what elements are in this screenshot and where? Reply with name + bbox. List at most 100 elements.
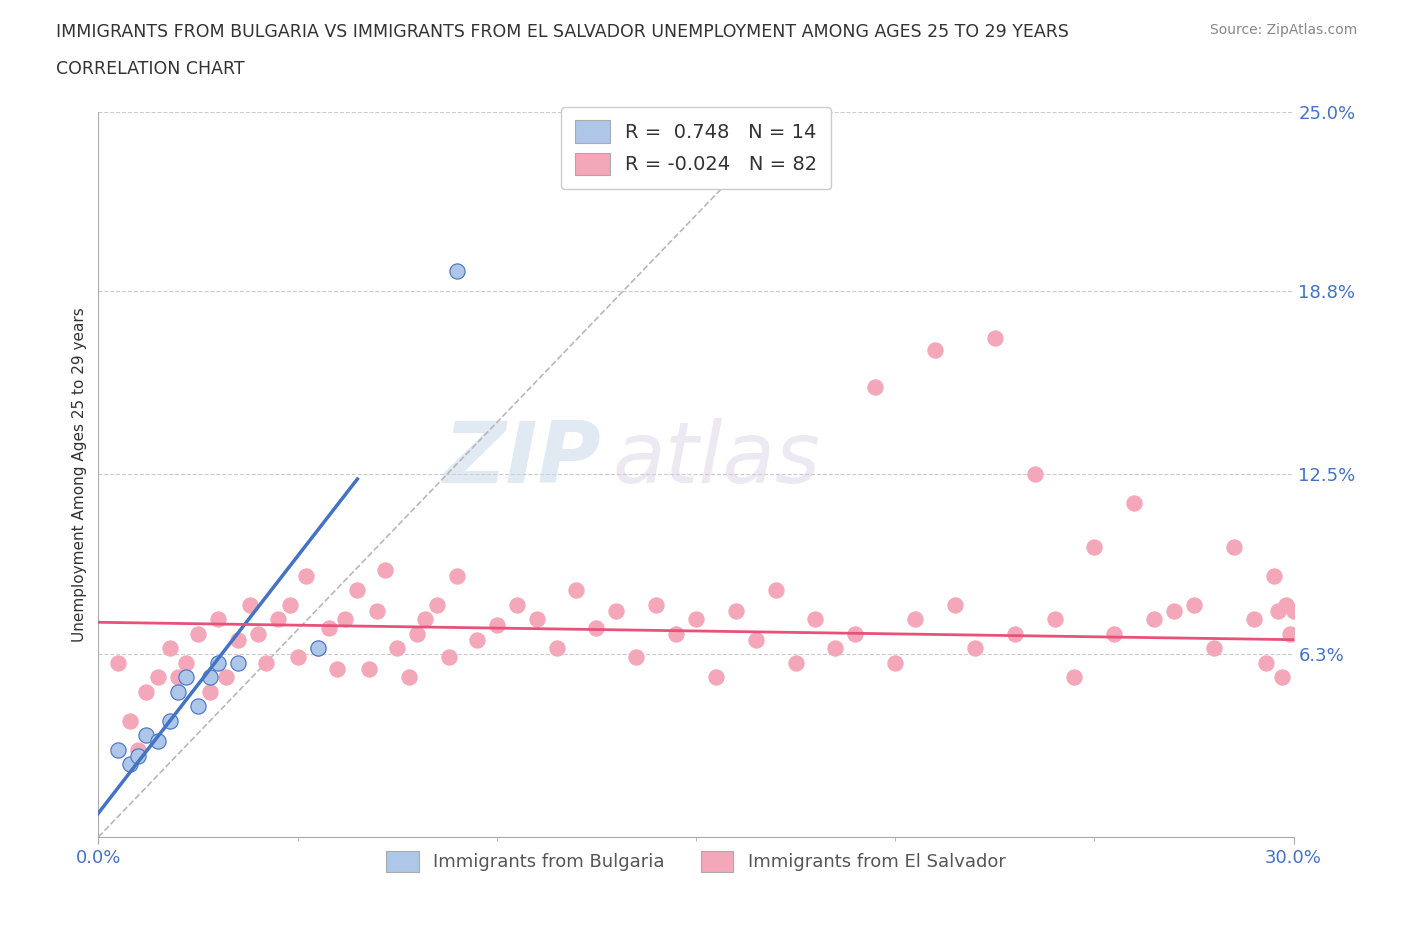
Point <box>1243 612 1265 627</box>
Point <box>398 670 420 684</box>
Point <box>1202 641 1225 656</box>
Point <box>665 627 688 642</box>
Point <box>437 650 460 665</box>
Point <box>724 604 747 618</box>
Point <box>804 612 827 627</box>
Point <box>1263 568 1285 583</box>
Point <box>1254 656 1277 671</box>
Text: IMMIGRANTS FROM BULGARIA VS IMMIGRANTS FROM EL SALVADOR UNEMPLOYMENT AMONG AGES : IMMIGRANTS FROM BULGARIA VS IMMIGRANTS F… <box>56 23 1069 41</box>
Point <box>1043 612 1066 627</box>
Point <box>326 661 349 676</box>
Point <box>865 379 887 394</box>
Point <box>465 632 488 647</box>
Point <box>1104 627 1126 642</box>
Y-axis label: Unemployment Among Ages 25 to 29 years: Unemployment Among Ages 25 to 29 years <box>72 307 87 642</box>
Point <box>127 742 149 757</box>
Point <box>446 264 468 279</box>
Point <box>844 627 866 642</box>
Point <box>765 583 787 598</box>
Point <box>335 612 357 627</box>
Point <box>745 632 768 647</box>
Point <box>1024 467 1046 482</box>
Point <box>374 563 396 578</box>
Point <box>485 618 508 632</box>
Point <box>187 699 209 714</box>
Legend: Immigrants from Bulgaria, Immigrants from El Salvador: Immigrants from Bulgaria, Immigrants fro… <box>380 844 1012 879</box>
Text: ZIP: ZIP <box>443 418 600 501</box>
Point <box>406 627 429 642</box>
Point <box>963 641 986 656</box>
Point <box>1267 604 1289 618</box>
Point <box>294 568 316 583</box>
Point <box>107 742 129 757</box>
Point <box>884 656 907 671</box>
Point <box>1143 612 1166 627</box>
Point <box>359 661 381 676</box>
Point <box>215 670 238 684</box>
Point <box>187 627 209 642</box>
Point <box>1182 597 1205 612</box>
Point <box>526 612 548 627</box>
Point <box>645 597 668 612</box>
Point <box>984 330 1007 345</box>
Point <box>924 342 946 357</box>
Point <box>174 656 197 671</box>
Point <box>307 641 329 656</box>
Point <box>1083 539 1105 554</box>
Point <box>278 597 301 612</box>
Point <box>120 757 142 772</box>
Point <box>605 604 627 618</box>
Point <box>246 627 269 642</box>
Point <box>127 749 149 764</box>
Point <box>159 713 181 728</box>
Point <box>366 604 388 618</box>
Point <box>704 670 727 684</box>
Point <box>167 684 190 699</box>
Point <box>943 597 966 612</box>
Text: atlas: atlas <box>613 418 820 501</box>
Point <box>307 641 329 656</box>
Point <box>167 670 190 684</box>
Text: Source: ZipAtlas.com: Source: ZipAtlas.com <box>1209 23 1357 37</box>
Point <box>207 656 229 671</box>
Point <box>785 656 807 671</box>
Point <box>226 632 249 647</box>
Point <box>565 583 588 598</box>
Point <box>685 612 707 627</box>
Point <box>1063 670 1085 684</box>
Point <box>413 612 436 627</box>
Point <box>546 641 568 656</box>
Text: CORRELATION CHART: CORRELATION CHART <box>56 60 245 78</box>
Point <box>148 734 170 749</box>
Point <box>426 597 449 612</box>
Point <box>239 597 262 612</box>
Point <box>626 650 648 665</box>
Point <box>254 656 277 671</box>
Point <box>174 670 197 684</box>
Point <box>385 641 409 656</box>
Point <box>207 612 229 627</box>
Point <box>198 684 221 699</box>
Point <box>1163 604 1185 618</box>
Point <box>1004 627 1026 642</box>
Point <box>1123 496 1146 511</box>
Point <box>1223 539 1246 554</box>
Point <box>1274 597 1296 612</box>
Point <box>107 656 129 671</box>
Point <box>120 713 142 728</box>
Point <box>446 568 468 583</box>
Point <box>267 612 290 627</box>
Point <box>1278 627 1301 642</box>
Point <box>159 641 181 656</box>
Point <box>346 583 368 598</box>
Point <box>824 641 846 656</box>
Point <box>904 612 927 627</box>
Point <box>287 650 309 665</box>
Point <box>1282 604 1305 618</box>
Point <box>198 670 221 684</box>
Point <box>135 684 157 699</box>
Point <box>1271 670 1294 684</box>
Point <box>318 620 340 635</box>
Point <box>226 656 249 671</box>
Point <box>506 597 529 612</box>
